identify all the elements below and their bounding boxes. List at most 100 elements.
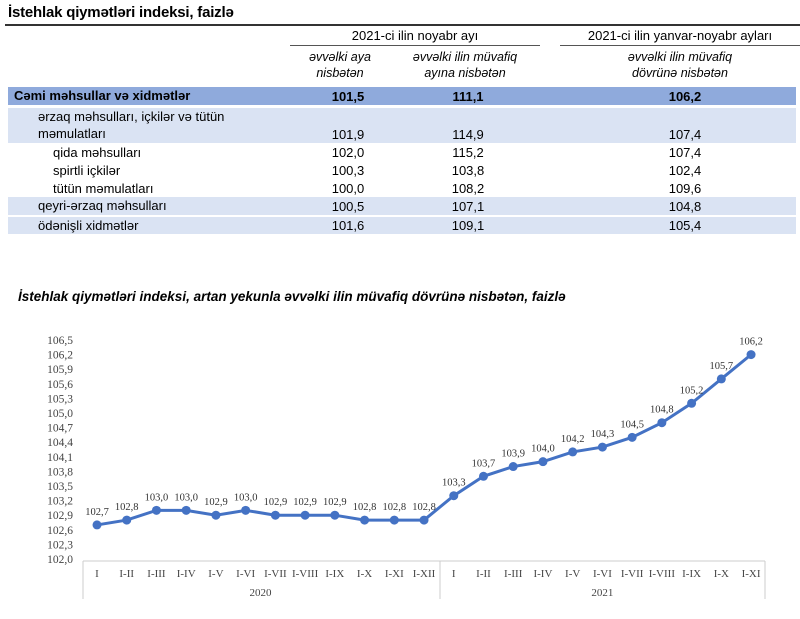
data-point <box>122 515 132 525</box>
sub-header-prev-year-month: əvvəlki ilin müvafiq ayına nisbətən <box>400 49 530 81</box>
row-label: qeyri-ərzaq məhsulları <box>38 197 167 214</box>
data-point <box>330 510 340 520</box>
title-rule <box>5 24 800 26</box>
group-header-november: 2021-ci ilin noyabr ayı <box>351 28 479 43</box>
x-tick-label: I-II <box>119 568 134 580</box>
data-label: 104,2 <box>561 434 585 445</box>
data-point <box>300 510 310 520</box>
data-label: 102,7 <box>85 507 109 518</box>
data-point <box>419 515 429 525</box>
data-label: 104,8 <box>650 405 674 416</box>
x-tick-label: I-VI <box>236 568 255 580</box>
row-label: Cəmi məhsullar və xidmətlər <box>14 87 190 104</box>
sub-header-line: əvvəlki aya <box>309 50 371 64</box>
data-point <box>181 505 191 515</box>
x-tick-label: I-III <box>504 568 523 580</box>
data-label: 102,9 <box>204 497 228 508</box>
x-tick-label: I <box>95 568 99 580</box>
cell-value: 108,2 <box>451 181 485 196</box>
cell-value: 107,1 <box>451 199 485 214</box>
cell-value: 109,1 <box>451 218 485 233</box>
data-label: 104,5 <box>620 419 644 430</box>
x-tick-label: I-IV <box>177 568 196 580</box>
x-group-label: 2020 <box>250 587 273 599</box>
row-label: spirtli içkilər <box>53 162 120 179</box>
row-label-line: ödənişli xidmətlər <box>38 218 139 233</box>
data-label: 102,9 <box>293 497 317 508</box>
y-tick-label: 102,3 <box>47 539 73 551</box>
sub-header-line: dövrünə nisbətən <box>632 66 728 80</box>
row-label-line: tütün məmulatları <box>53 181 154 196</box>
data-point <box>241 505 251 515</box>
x-tick-label: I-XII <box>413 568 436 580</box>
row-label-line: məmulatları <box>38 126 106 141</box>
sub-header-line: əvvəlki ilin müvafiq <box>627 50 733 64</box>
data-point <box>716 374 726 384</box>
cell-value: 111,1 <box>452 89 484 104</box>
cell-value: 100,0 <box>331 181 365 196</box>
data-label: 102,9 <box>323 497 347 508</box>
y-tick-label: 104,4 <box>47 437 73 449</box>
x-tick-label: I-VIII <box>292 568 319 580</box>
y-tick-label: 103,2 <box>47 496 73 508</box>
table-row: tütün məmulatları 100,0 108,2 109,6 <box>8 180 796 197</box>
y-tick-label: 104,7 <box>47 423 73 435</box>
y-tick-label: 102,0 <box>47 554 73 566</box>
x-tick-label: I-XI <box>385 568 404 580</box>
x-tick-label: I-XI <box>742 568 761 580</box>
x-tick-label: I-VIII <box>649 568 676 580</box>
y-tick-label: 105,6 <box>47 379 73 391</box>
data-label: 102,9 <box>264 497 288 508</box>
data-label: 103,7 <box>472 458 496 469</box>
data-point <box>211 510 221 520</box>
cell-value: 107,4 <box>668 145 702 160</box>
data-label: 105,7 <box>710 361 734 372</box>
x-group-label: 2021 <box>591 587 613 599</box>
row-label-line: Cəmi məhsullar və xidmətlər <box>14 88 191 103</box>
x-tick-label: I-X <box>357 568 372 580</box>
x-tick-label: I-V <box>208 568 223 580</box>
data-point <box>657 418 667 428</box>
x-tick-label: I-X <box>714 568 729 580</box>
data-point <box>151 505 161 515</box>
cell-value: 102,0 <box>331 145 365 160</box>
y-tick-label: 105,0 <box>47 408 73 420</box>
x-tick-label: I-IX <box>325 568 344 580</box>
cell-value: 115,2 <box>452 145 484 160</box>
line-chart: 102,0 102,3 102,6 102,9 103,2 103,5 103,8 104,1… <box>47 335 766 599</box>
x-tick-label: I <box>452 568 456 580</box>
table-row-total: Cəmi məhsullar və xidmətlər 101,5 111,1 106… <box>8 87 796 105</box>
y-tick-label: 106,5 <box>47 335 73 347</box>
data-label: 103,0 <box>174 492 198 503</box>
x-tick-label: I-V <box>565 568 580 580</box>
group-rule <box>290 45 540 46</box>
row-label: ərzaq məhsulları, içkilər və tütün məmula… <box>38 108 224 142</box>
cell-value: 107,4 <box>668 127 702 142</box>
x-tick-label: I-IX <box>682 568 701 580</box>
cell-value: 104,8 <box>668 199 702 214</box>
x-tick-label: I-VI <box>593 568 612 580</box>
row-label: ödənişli xidmətlər <box>38 217 138 234</box>
data-point <box>538 457 548 467</box>
cell-value: 105,4 <box>668 218 702 233</box>
group-rule <box>560 45 800 46</box>
data-point <box>449 491 459 501</box>
table-row: qeyri-ərzaq məhsulları 100,5 107,1 104,8 <box>8 197 796 215</box>
sub-header-line: ayına nisbətən <box>424 66 506 80</box>
x-tick-label: I-II <box>476 568 491 580</box>
row-label: tütün məmulatları <box>53 180 153 197</box>
table-row: spirtli içkilər 100,3 103,8 102,4 <box>8 162 796 179</box>
data-label: 103,9 <box>501 449 525 460</box>
x-tick-label: I-VII <box>264 568 287 580</box>
data-label: 106,2 <box>739 337 763 348</box>
data-label: 105,2 <box>680 385 704 396</box>
x-tick-label: I-III <box>147 568 166 580</box>
data-label: 103,3 <box>442 478 466 489</box>
row-label-line: qeyri-ərzaq məhsulları <box>38 198 167 213</box>
table-row: qida məhsulları 102,0 115,2 107,4 <box>8 144 796 161</box>
chart-title: İstehlak qiymətləri indeksi, artan yekun… <box>18 289 566 304</box>
data-point <box>92 520 102 530</box>
data-point <box>360 515 370 525</box>
data-label: 104,3 <box>591 429 615 440</box>
y-tick-label: 106,2 <box>47 350 73 362</box>
